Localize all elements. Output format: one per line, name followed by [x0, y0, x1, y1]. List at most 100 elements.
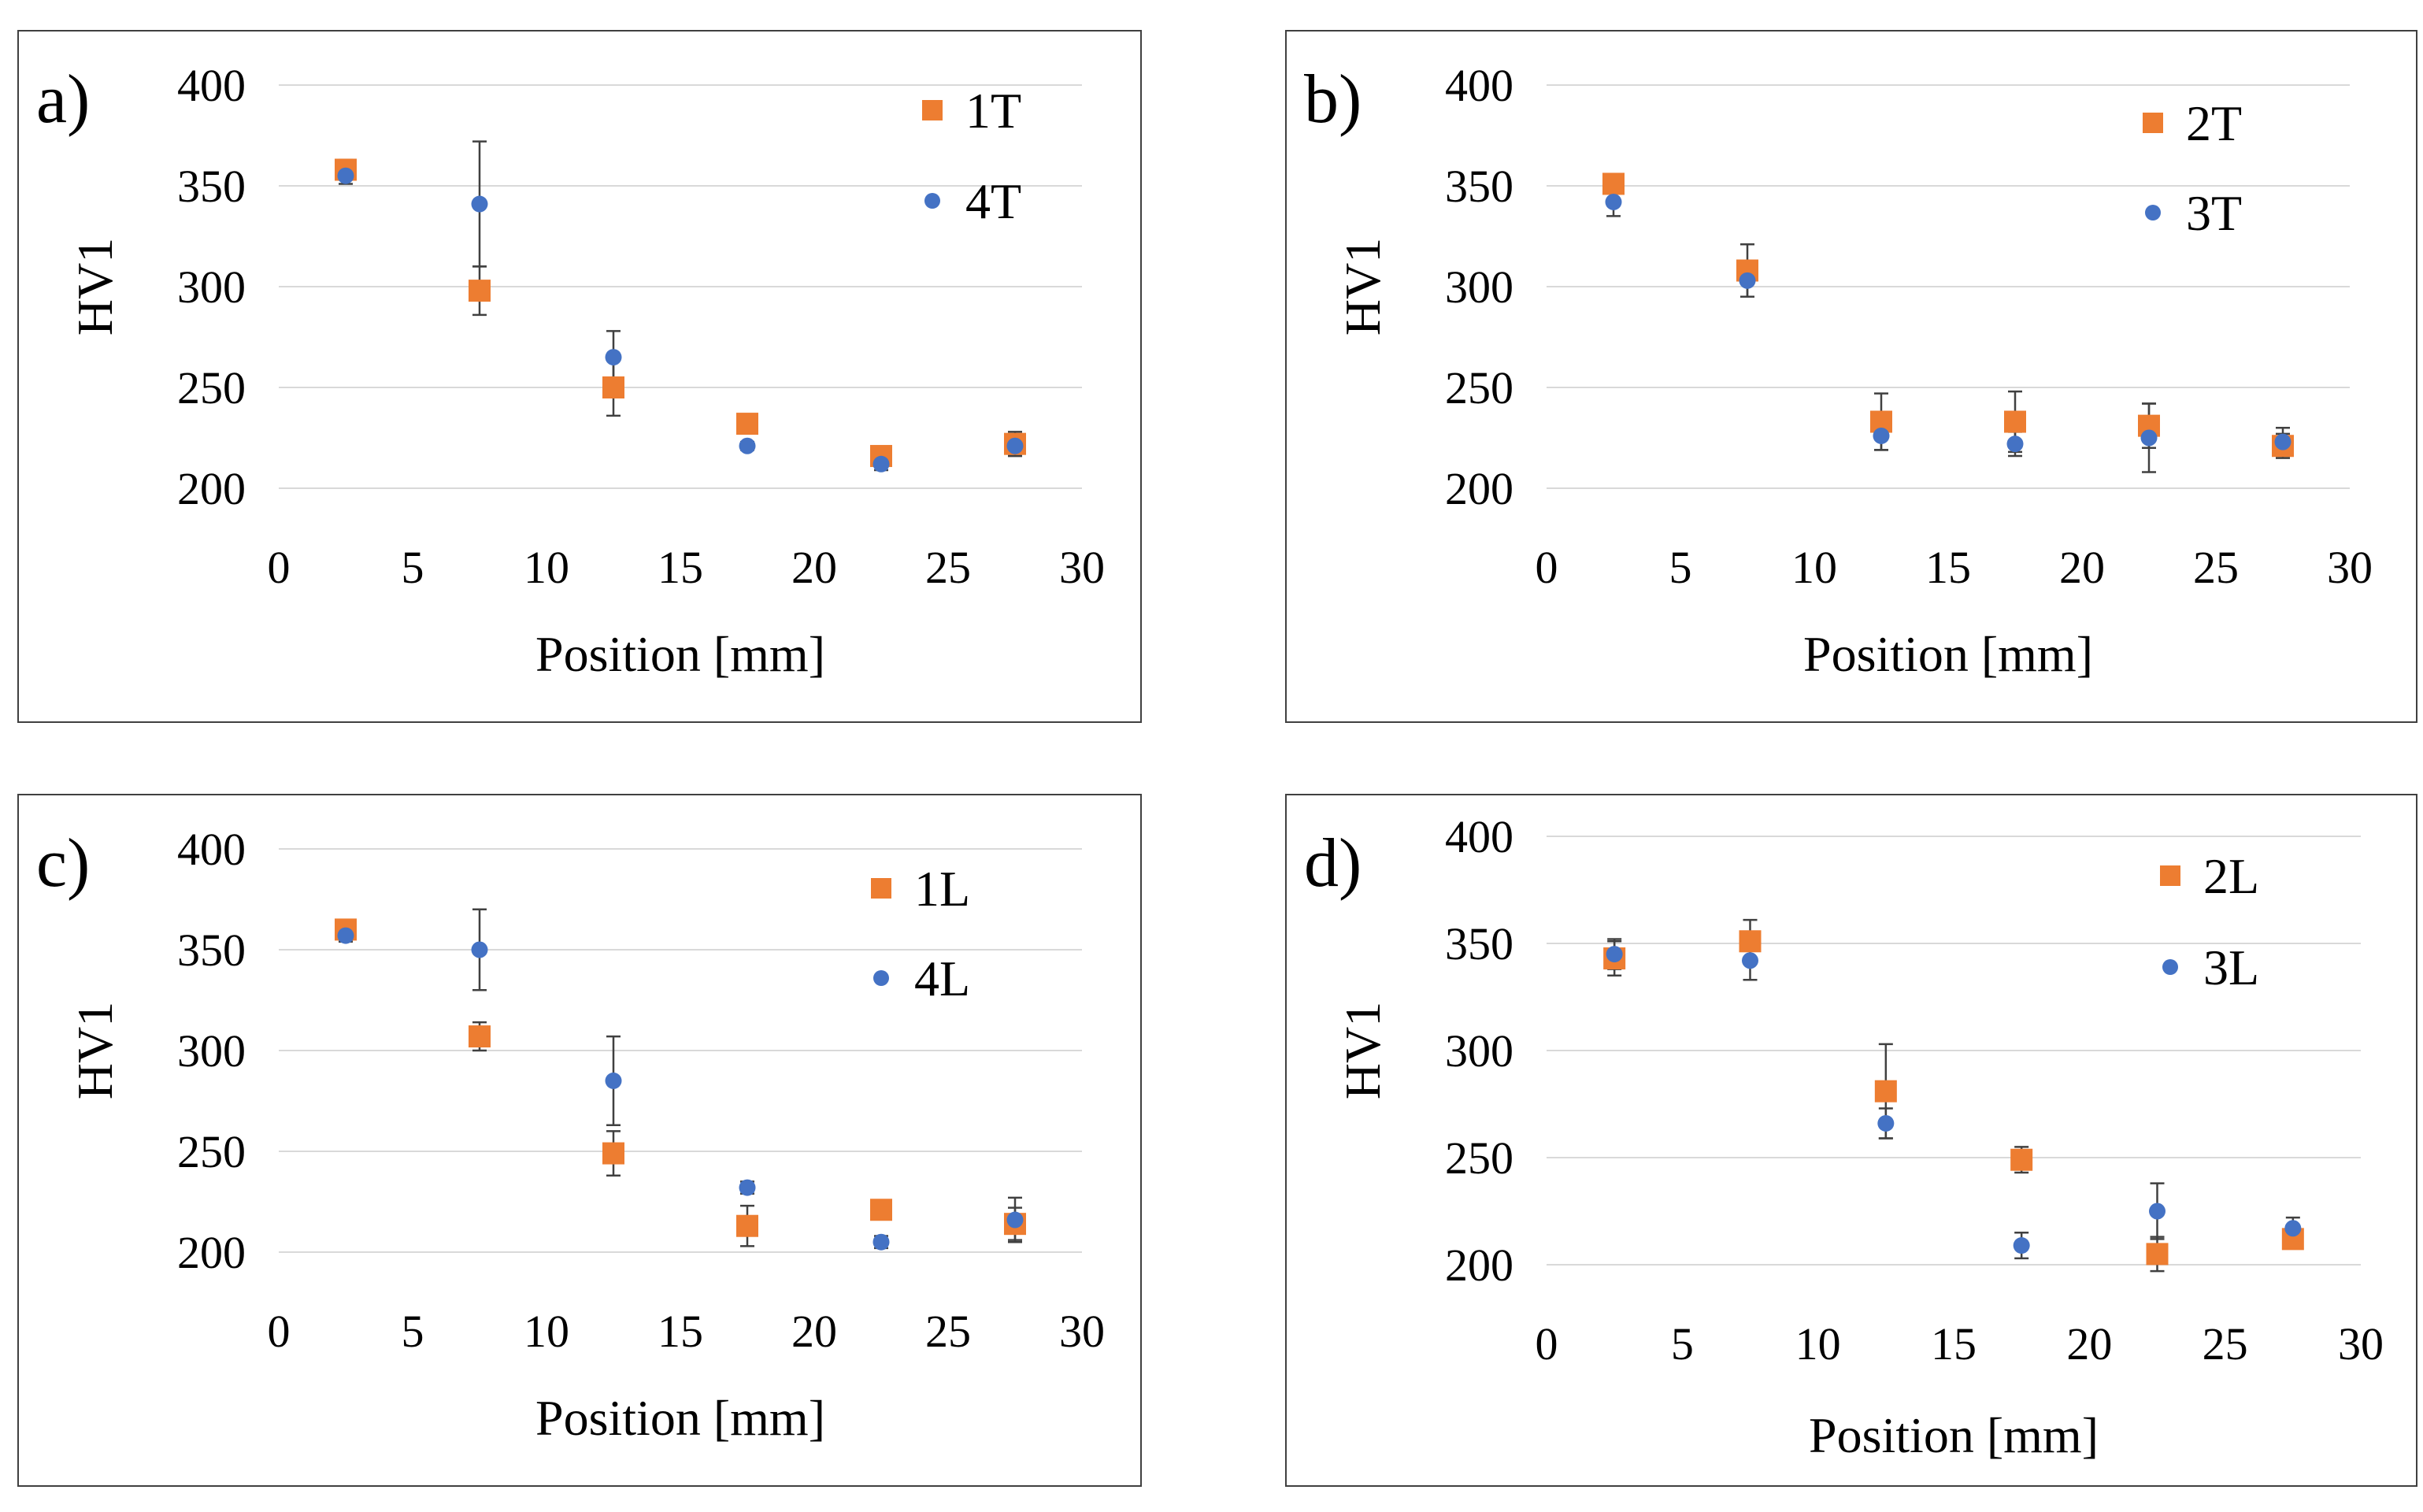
circle-data-point	[471, 941, 488, 958]
y-tick-label: 350	[1445, 918, 1513, 969]
circle-data-point	[873, 1233, 890, 1251]
chart-panel-a: 200 250 300 350 400 0 5 10 15 20 25 30 Position [mm]…	[17, 30, 1142, 723]
circle-data-point	[1877, 1114, 1895, 1132]
y-tick-label: 400	[1445, 811, 1513, 862]
square-data-point	[602, 376, 624, 398]
x-tick-label: 5	[1669, 542, 1692, 593]
circle-data-point	[1873, 427, 1890, 444]
x-tick-label: 30	[1059, 542, 1105, 593]
circle-data-point	[337, 927, 354, 944]
x-axis-title: Position [mm]	[535, 626, 825, 682]
y-tick-label: 200	[1445, 1240, 1513, 1291]
square-data-point	[870, 1199, 892, 1221]
y-tick-label: 300	[1445, 1025, 1513, 1077]
x-tick-label: 5	[402, 1306, 424, 1357]
legend-marker-4T	[924, 193, 940, 209]
x-tick-label: 10	[1795, 1318, 1841, 1369]
y-tick-label: 300	[177, 1025, 246, 1077]
legend-label: 1L	[914, 861, 970, 917]
legend-marker-1L	[871, 878, 891, 899]
square-data-point	[602, 1142, 624, 1165]
x-axis-title: Position [mm]	[1803, 626, 2093, 682]
x-axis-title: Position [mm]	[535, 1390, 825, 1446]
legend-label: 2L	[2203, 848, 2259, 904]
y-tick-label: 400	[177, 824, 246, 875]
circle-data-point	[1006, 437, 1024, 454]
circle-data-point	[2006, 435, 2024, 453]
chart-svg-b: 200 250 300 350 400 0 5 10 15 20 25 30 Position [mm]…	[1304, 60, 2373, 682]
x-tick-label: 30	[2327, 542, 2373, 593]
circle-data-point	[2013, 1237, 2030, 1254]
legend-marker-4L	[873, 970, 889, 986]
x-tick-label: 20	[791, 542, 837, 593]
square-data-point	[469, 280, 491, 302]
square-data-point	[736, 1214, 758, 1237]
legend-label: 3L	[2203, 939, 2259, 995]
x-tick-label: 0	[1536, 542, 1558, 593]
square-data-point	[736, 413, 758, 435]
chart-svg-c: 200 250 300 350 400 0 5 10 15 20 25 30 Position [mm]…	[36, 824, 1105, 1446]
y-tick-label: 400	[1445, 60, 1513, 111]
x-tick-label: 0	[268, 542, 291, 593]
y-axis-title: HV1	[1335, 1002, 1391, 1099]
x-tick-label: 0	[268, 1306, 291, 1357]
x-tick-label: 15	[658, 1306, 703, 1357]
legend-marker-2T	[2143, 113, 2163, 133]
legend-label: 4L	[914, 951, 970, 1006]
x-tick-label: 10	[1791, 542, 1837, 593]
panel-label: c)	[36, 825, 90, 902]
x-tick-label: 5	[1671, 1318, 1694, 1369]
y-tick-label: 350	[177, 161, 246, 212]
chart-panel-b: 200 250 300 350 400 0 5 10 15 20 25 30 Position [mm]…	[1285, 30, 2417, 723]
y-tick-label: 350	[177, 925, 246, 976]
panel-label: d)	[1304, 825, 1362, 902]
x-tick-label: 10	[524, 542, 569, 593]
circle-data-point	[2274, 433, 2291, 450]
square-data-point	[1874, 1080, 1897, 1102]
y-tick-label: 200	[177, 1227, 246, 1278]
chart-panel-d: 200 250 300 350 400 0 5 10 15 20 25 30 Position [mm]…	[1285, 794, 2417, 1487]
circle-data-point	[1605, 193, 1622, 210]
circle-data-point	[1006, 1211, 1024, 1228]
x-tick-label: 20	[2059, 542, 2105, 593]
x-tick-label: 30	[2338, 1318, 2384, 1369]
legend-marker-1T	[922, 100, 943, 120]
square-data-point	[2146, 1243, 2169, 1266]
x-tick-label: 25	[925, 542, 971, 593]
circle-data-point	[1606, 946, 1623, 963]
y-tick-label: 250	[1445, 1132, 1513, 1184]
legend-label: 2T	[2186, 95, 2242, 151]
y-axis-title: HV1	[67, 1002, 123, 1099]
circle-data-point	[873, 455, 890, 472]
x-tick-label: 15	[1931, 1318, 1977, 1369]
square-data-point	[1739, 930, 1762, 953]
chart-svg-a: 200 250 300 350 400 0 5 10 15 20 25 30 Position [mm]…	[36, 60, 1105, 682]
y-axis-title: HV1	[1335, 238, 1391, 335]
x-tick-label: 15	[1925, 542, 1971, 593]
panel-label: a)	[36, 61, 90, 138]
chart-svg-d: 200 250 300 350 400 0 5 10 15 20 25 30 Position [mm]…	[1304, 811, 2384, 1463]
x-tick-label: 0	[1536, 1318, 1558, 1369]
circle-data-point	[2140, 429, 2158, 447]
circle-data-point	[337, 167, 354, 184]
y-tick-label: 200	[1445, 463, 1513, 514]
y-tick-label: 300	[177, 261, 246, 313]
x-tick-label: 10	[524, 1306, 569, 1357]
y-tick-label: 400	[177, 60, 246, 111]
x-tick-label: 25	[925, 1306, 971, 1357]
legend-marker-3T	[2145, 205, 2161, 220]
square-data-point	[2010, 1148, 2033, 1171]
x-tick-label: 30	[1059, 1306, 1105, 1357]
x-tick-label: 20	[791, 1306, 837, 1357]
y-tick-label: 350	[1445, 161, 1513, 212]
square-data-point	[469, 1025, 491, 1048]
y-tick-label: 300	[1445, 261, 1513, 313]
x-tick-label: 15	[658, 542, 703, 593]
y-axis-title: HV1	[67, 238, 123, 335]
y-tick-label: 250	[1445, 362, 1513, 413]
x-axis-title: Position [mm]	[1809, 1407, 2099, 1463]
circle-data-point	[1739, 272, 1756, 289]
y-tick-label: 250	[177, 362, 246, 413]
legend-marker-2L	[2160, 865, 2180, 886]
circle-data-point	[605, 1072, 622, 1089]
